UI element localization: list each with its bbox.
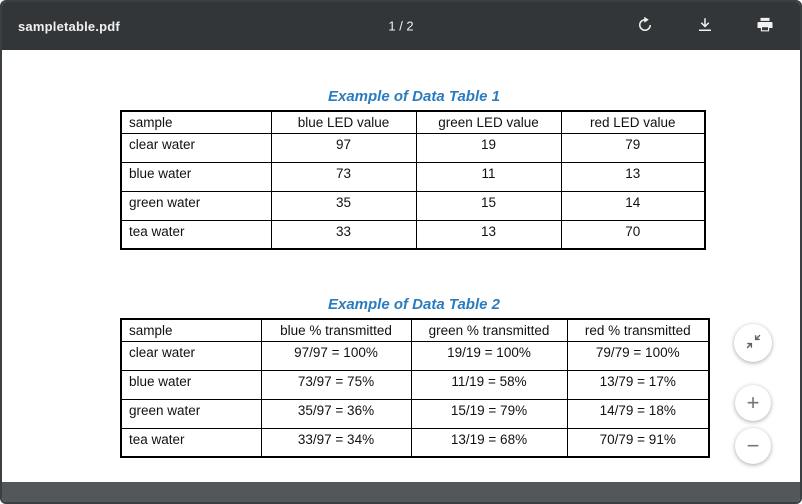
- pdf-toolbar: sampletable.pdf 1 / 2: [2, 2, 800, 50]
- cell: 33/97 = 34%: [260, 427, 412, 458]
- cell: blue water: [120, 161, 272, 192]
- cell: 13/19 = 68%: [410, 427, 568, 458]
- print-button[interactable]: [750, 11, 780, 41]
- fit-to-page-button[interactable]: [734, 324, 772, 362]
- cell: 13: [560, 161, 706, 192]
- viewer-background: [2, 482, 800, 502]
- rotate-button[interactable]: [630, 11, 660, 41]
- cell: 70/79 = 91%: [566, 427, 710, 458]
- cell: 97: [270, 132, 417, 163]
- table-row: green water 35 15 14: [120, 190, 706, 221]
- rotate-clockwise-icon: [636, 16, 654, 37]
- cell: 35/97 = 36%: [260, 398, 412, 429]
- table2-title: Example of Data Table 2: [327, 296, 500, 313]
- table1-section: Example of Data Table 1 sample blue LED …: [120, 50, 708, 250]
- download-icon: [696, 16, 714, 37]
- cell: 15: [415, 190, 562, 221]
- cell: 73/97 = 75%: [260, 369, 412, 400]
- table2-section: Example of Data Table 2 sample blue % tr…: [120, 250, 710, 458]
- column-header: red LED value: [560, 110, 706, 134]
- cell: 73: [270, 161, 417, 192]
- download-button[interactable]: [690, 11, 720, 41]
- table-row: blue water 73 11 13: [120, 161, 706, 192]
- data-table-2: sample blue % transmitted green % transm…: [120, 318, 710, 458]
- table1-header-row: sample blue LED value green LED value re…: [120, 110, 706, 134]
- cell: 15/19 = 79%: [410, 398, 568, 429]
- cell: 79: [560, 132, 706, 163]
- cell: green water: [120, 398, 262, 429]
- cell: 70: [560, 219, 706, 250]
- table-row: tea water 33/97 = 34% 13/19 = 68% 70/79 …: [120, 427, 710, 458]
- cell: green water: [120, 190, 272, 221]
- column-header: sample: [120, 318, 262, 342]
- column-header: green LED value: [415, 110, 562, 134]
- zoom-in-button[interactable]: +: [735, 385, 771, 421]
- zoom-out-button[interactable]: −: [735, 428, 771, 464]
- pdf-page: Example of Data Table 1 sample blue LED …: [2, 50, 800, 482]
- table1-title: Example of Data Table 1: [327, 88, 500, 105]
- cell: 19: [415, 132, 562, 163]
- cell: clear water: [120, 340, 262, 371]
- page-indicator[interactable]: 1 / 2: [388, 18, 414, 34]
- table-row: clear water 97 19 79: [120, 132, 706, 163]
- cell: 13: [415, 219, 562, 250]
- cell: 33: [270, 219, 417, 250]
- filename-label: sampletable.pdf: [18, 18, 120, 34]
- column-header: red % transmitted: [566, 318, 710, 342]
- table-row: tea water 33 13 70: [120, 219, 706, 250]
- cell: 11/19 = 58%: [410, 369, 568, 400]
- cell: 14: [560, 190, 706, 221]
- cell: clear water: [120, 132, 272, 163]
- cell: blue water: [120, 369, 262, 400]
- table2-header-row: sample blue % transmitted green % transm…: [120, 318, 710, 342]
- cell: 79/79 = 100%: [566, 340, 710, 371]
- fit-to-page-icon: [745, 333, 762, 353]
- table-row: green water 35/97 = 36% 15/19 = 79% 14/7…: [120, 398, 710, 429]
- print-icon: [756, 16, 774, 37]
- cell: 14/79 = 18%: [566, 398, 710, 429]
- cell: 13/79 = 17%: [566, 369, 710, 400]
- cell: tea water: [120, 219, 272, 250]
- cell: 97/97 = 100%: [260, 340, 412, 371]
- column-header: sample: [120, 110, 272, 134]
- column-header: green % transmitted: [410, 318, 568, 342]
- column-header: blue LED value: [270, 110, 417, 134]
- toolbar-actions: [630, 11, 786, 41]
- cell: 35: [270, 190, 417, 221]
- table-row: blue water 73/97 = 75% 11/19 = 58% 13/79…: [120, 369, 710, 400]
- cell: tea water: [120, 427, 262, 458]
- data-table-1: sample blue LED value green LED value re…: [120, 110, 706, 250]
- table-row: clear water 97/97 = 100% 19/19 = 100% 79…: [120, 340, 710, 371]
- column-header: blue % transmitted: [260, 318, 412, 342]
- cell: 19/19 = 100%: [410, 340, 568, 371]
- cell: 11: [415, 161, 562, 192]
